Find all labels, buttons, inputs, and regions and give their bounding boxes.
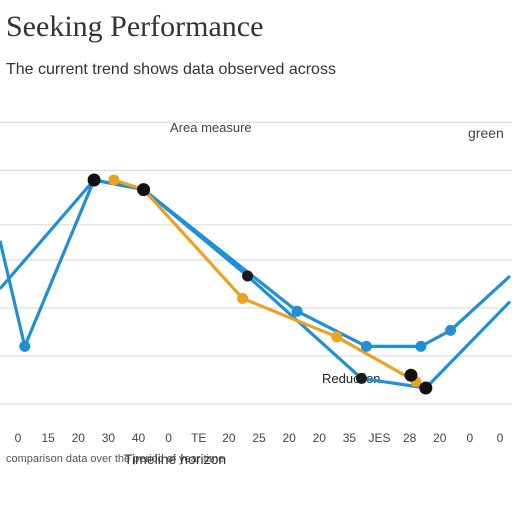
x-tick-label-9: 20	[282, 431, 296, 445]
x-tick-label-4: 40	[132, 431, 146, 445]
x-tick-label-13: 28	[403, 431, 417, 445]
x-tick-label-12: JES	[368, 431, 390, 445]
series-0-point-4	[291, 305, 303, 317]
series-0-point-6	[415, 340, 427, 352]
black-marker-0	[87, 173, 101, 187]
series-2-point-2	[237, 292, 249, 304]
black-marker-1	[137, 183, 151, 197]
x-tick-label-10: 20	[313, 431, 327, 445]
series-1-point-3	[242, 270, 254, 282]
x-tick-labels: 0 15 20 30 40 0 TE 20 25 20 20 35 JES 28 20 0 0	[15, 431, 504, 445]
black-marker-2	[404, 368, 418, 382]
x-tick-label-14: 20	[433, 431, 447, 445]
x-axis-caption: comparison data over the period of year …	[6, 453, 224, 465]
series-1-point-4	[355, 372, 367, 384]
x-tick-label-6: TE	[191, 431, 206, 445]
x-tick-label-7: 20	[222, 431, 236, 445]
data-markers	[19, 173, 457, 395]
inner-series-label: Area measure	[170, 120, 252, 135]
x-tick-label-16: 0	[497, 431, 504, 445]
x-tick-label-1: 15	[41, 431, 55, 445]
black-marker-3	[419, 381, 433, 395]
series-0-point-1	[19, 340, 31, 352]
grid-lines	[0, 121, 512, 405]
right-series-label: green	[468, 125, 504, 141]
x-tick-label-11: 35	[343, 431, 357, 445]
chart-title: Seeking Performance	[6, 10, 263, 43]
x-tick-label-2: 20	[72, 431, 86, 445]
x-tick-label-5: 0	[165, 431, 172, 445]
series-2-point-0	[108, 174, 120, 186]
x-tick-label-8: 25	[252, 431, 266, 445]
reduction-annotation: Reduction	[322, 371, 381, 386]
series-0-point-5	[360, 340, 372, 352]
x-tick-label-3: 30	[102, 431, 116, 445]
x-tick-label-0: 0	[15, 431, 22, 445]
series-2-point-3	[331, 331, 343, 343]
chart-subtitle: The current trend shows data observed ac…	[6, 61, 336, 78]
x-tick-label-15: 0	[467, 431, 474, 445]
series-0-point-7	[445, 324, 457, 336]
x-axis-label: Timeline horizon	[124, 451, 226, 467]
